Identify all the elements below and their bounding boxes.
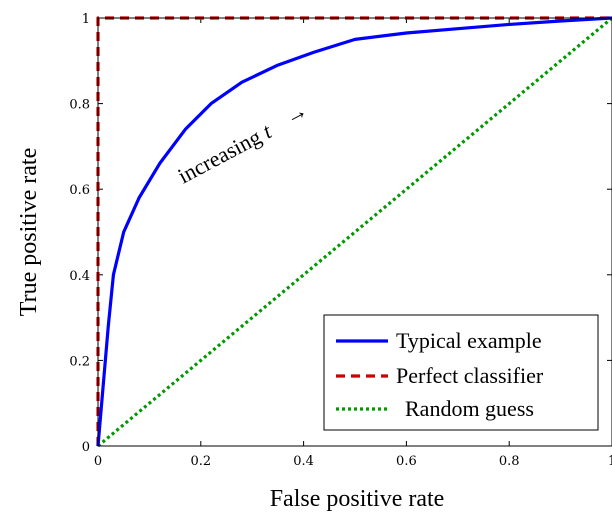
annotation-arrow: → [280,97,311,129]
y-tick-label: 0 [82,440,90,455]
legend-box [323,314,599,431]
y-tick-label: 1 [82,12,90,27]
y-axis-label: True positive rate [16,148,42,316]
x-tick-label: 0 [94,454,102,469]
x-tick-label: 0.6 [396,454,417,469]
legend-label-perfect: Perfect classifier [396,363,544,388]
x-tick-label: 1 [608,454,612,469]
annotation-text: increasing [174,121,270,188]
y-tick-label: 0.4 [69,269,90,284]
y-tick-label: 0.8 [69,98,90,113]
series-typical-example [96,16,612,447]
x-tick-label: 0.8 [499,454,520,469]
y-tick-label: 0.6 [69,183,90,198]
plot-frame [97,17,612,447]
legend-label-typical: Typical example [396,328,542,353]
y-tick-label: 0.2 [69,354,90,369]
legend: Typical example Perfect classifier Rando… [323,314,599,431]
annotation: increasing t → [174,97,312,188]
x-tick-label: 0.4 [293,454,314,469]
annotation-label: increasing t [174,118,277,188]
legend-label-random: Random guess [405,396,534,421]
axis-ticks: 0 0.2 0.4 0.6 0.8 1 0 0.2 0.4 0.6 0.8 1 [69,12,612,469]
x-axis-label: False positive rate [270,486,445,512]
x-tick-label: 0.2 [190,454,211,469]
